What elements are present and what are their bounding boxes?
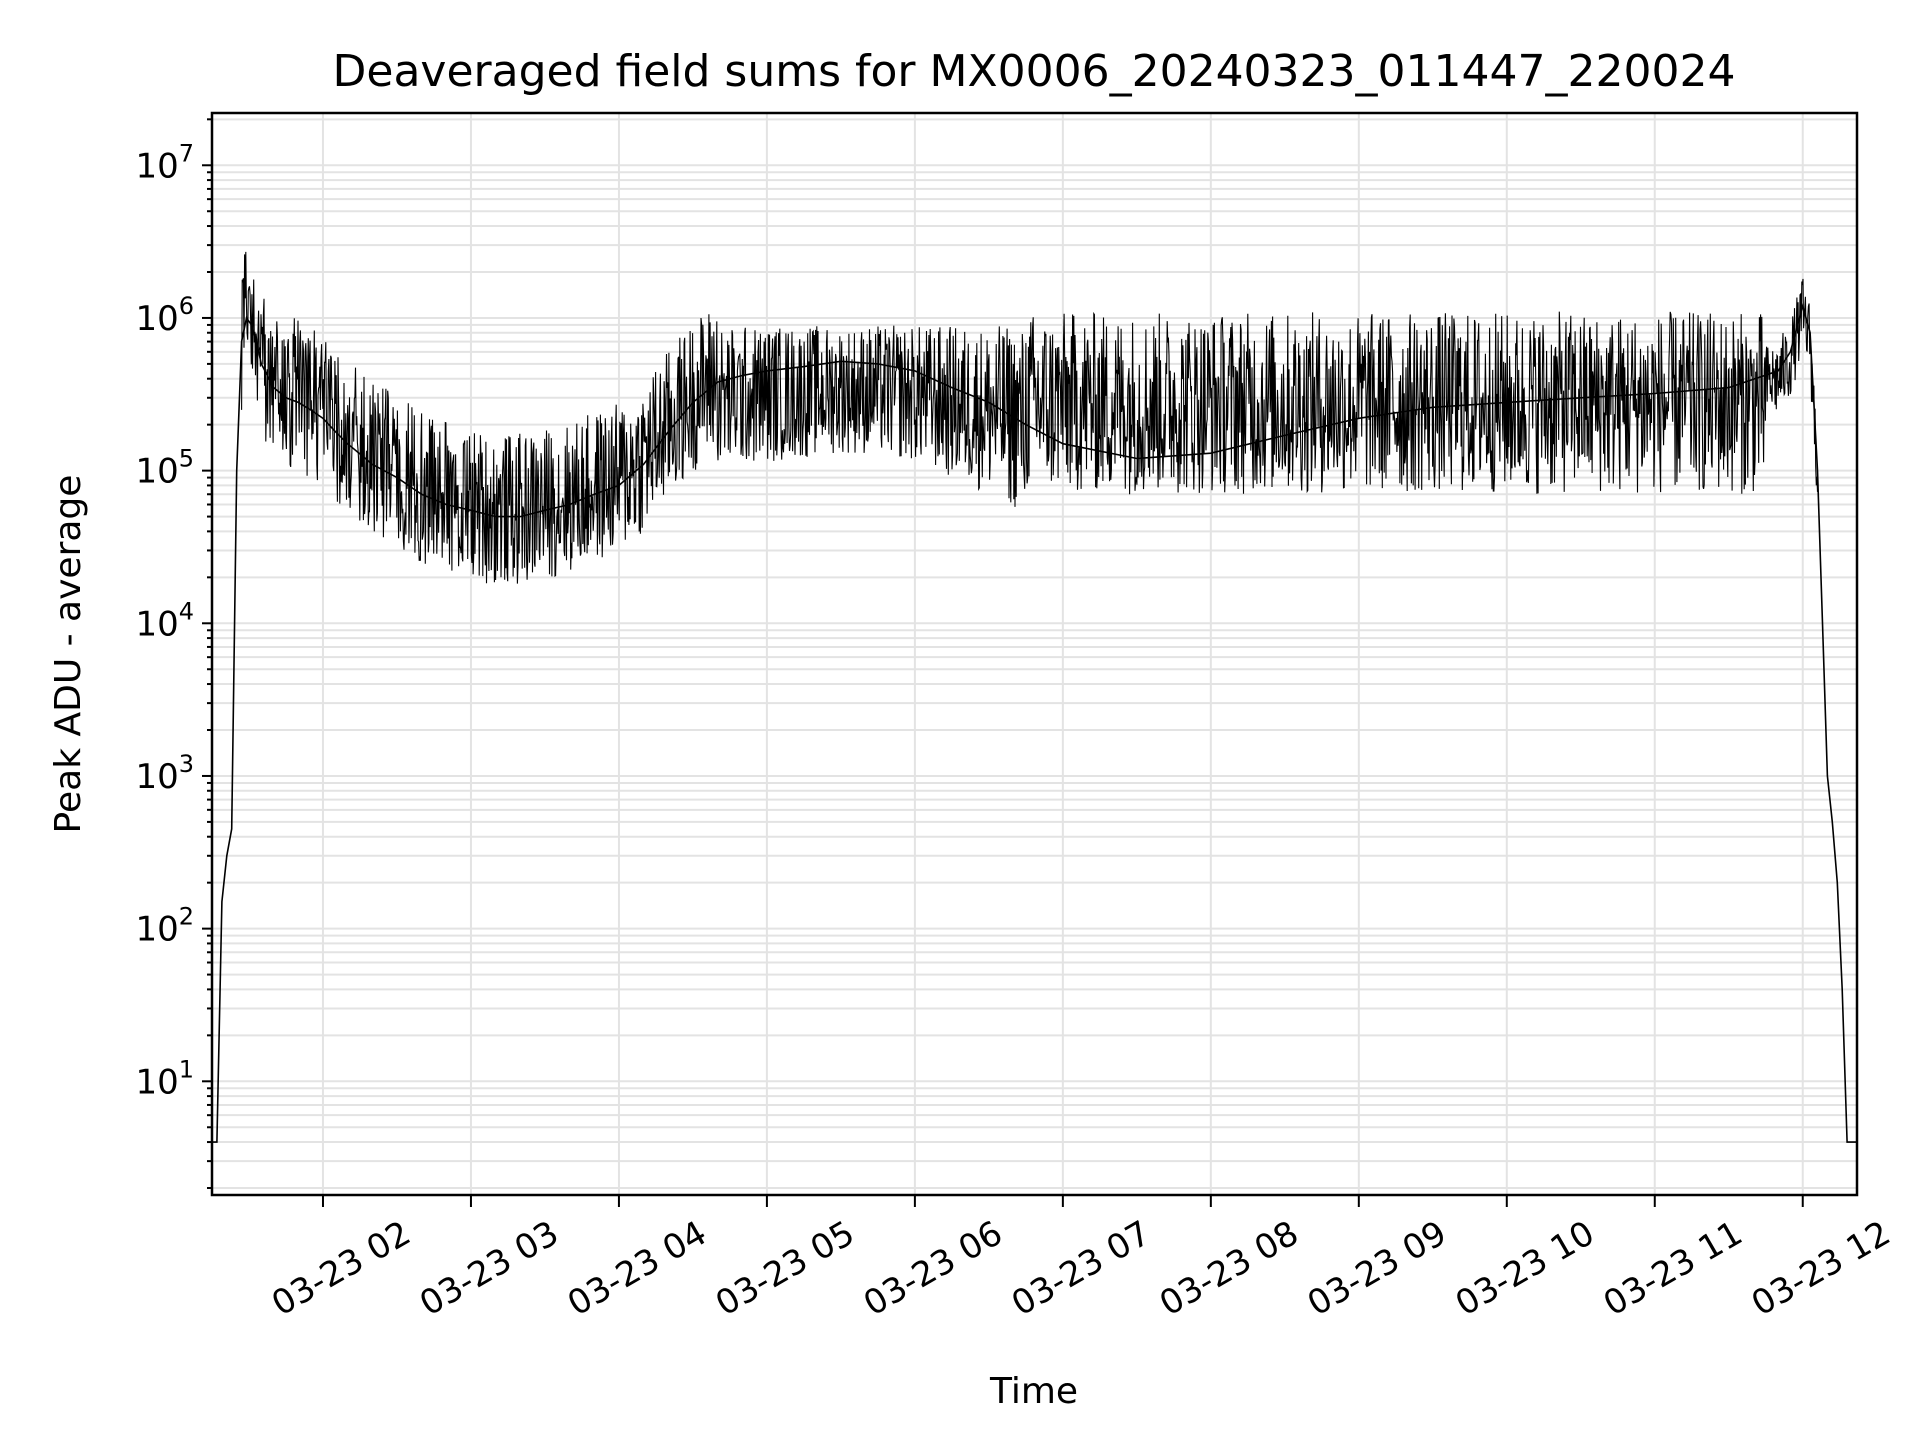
y-tick-label-base: 10 [135,910,178,950]
y-tick-label-base: 10 [135,757,178,797]
y-tick-label-exponent: 5 [179,445,194,473]
y-tick-label-exponent: 2 [179,903,194,931]
y-tick-label-exponent: 1 [179,1055,194,1083]
y-tick-label-base: 10 [135,299,178,339]
x-axis-label: Time [989,1371,1078,1412]
y-tick-label-exponent: 7 [179,139,194,167]
y-tick-label: 104 [135,597,194,644]
plot-frame [210,111,1859,1197]
y-tick-label-exponent: 4 [179,597,194,625]
y-tick-label: 106 [135,292,194,339]
y-tick-label-exponent: 6 [179,292,194,320]
y-tick-label-base: 10 [135,1062,178,1102]
grid [212,113,1857,1195]
y-tick-label: 107 [135,139,194,186]
y-tick-label-exponent: 3 [179,750,194,778]
y-tick-label-base: 10 [135,146,178,186]
chart-title: Deaveraged field sums for MX0006_2024032… [333,46,1736,97]
data-area [212,251,1857,1143]
y-tick-label: 103 [135,750,194,797]
series-detail-trace [241,251,1819,584]
y-tick-label: 101 [135,1055,194,1102]
y-axis-label: Peak ADU - average [48,475,89,834]
y-tick-label: 102 [135,903,194,950]
y-tick-label-base: 10 [135,452,178,492]
y-tick-label-base: 10 [135,604,178,644]
y-tick-label: 105 [135,445,194,492]
